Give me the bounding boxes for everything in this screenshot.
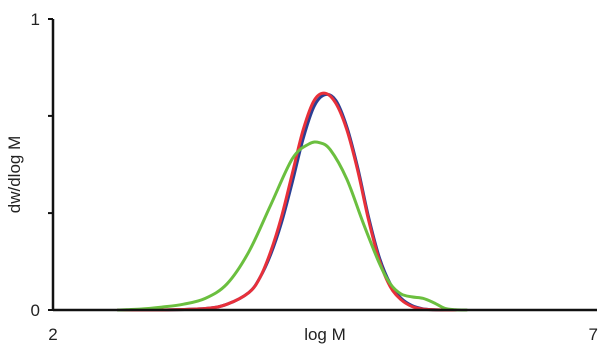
series-line-2 [116, 91, 458, 312]
tick-layer: 0 1 2 7 [31, 10, 598, 344]
y-axis-label: dw/dlog M [5, 136, 24, 213]
x-tick-label: 2 [48, 325, 57, 344]
series-line-3 [116, 140, 468, 312]
x-axis-label: log M [304, 325, 346, 344]
series-line-1 [116, 92, 458, 312]
series-layer [116, 91, 468, 312]
x-tick-label: 7 [589, 325, 598, 344]
y-tick-label: 1 [31, 10, 40, 29]
y-tick-label: 0 [31, 301, 40, 320]
